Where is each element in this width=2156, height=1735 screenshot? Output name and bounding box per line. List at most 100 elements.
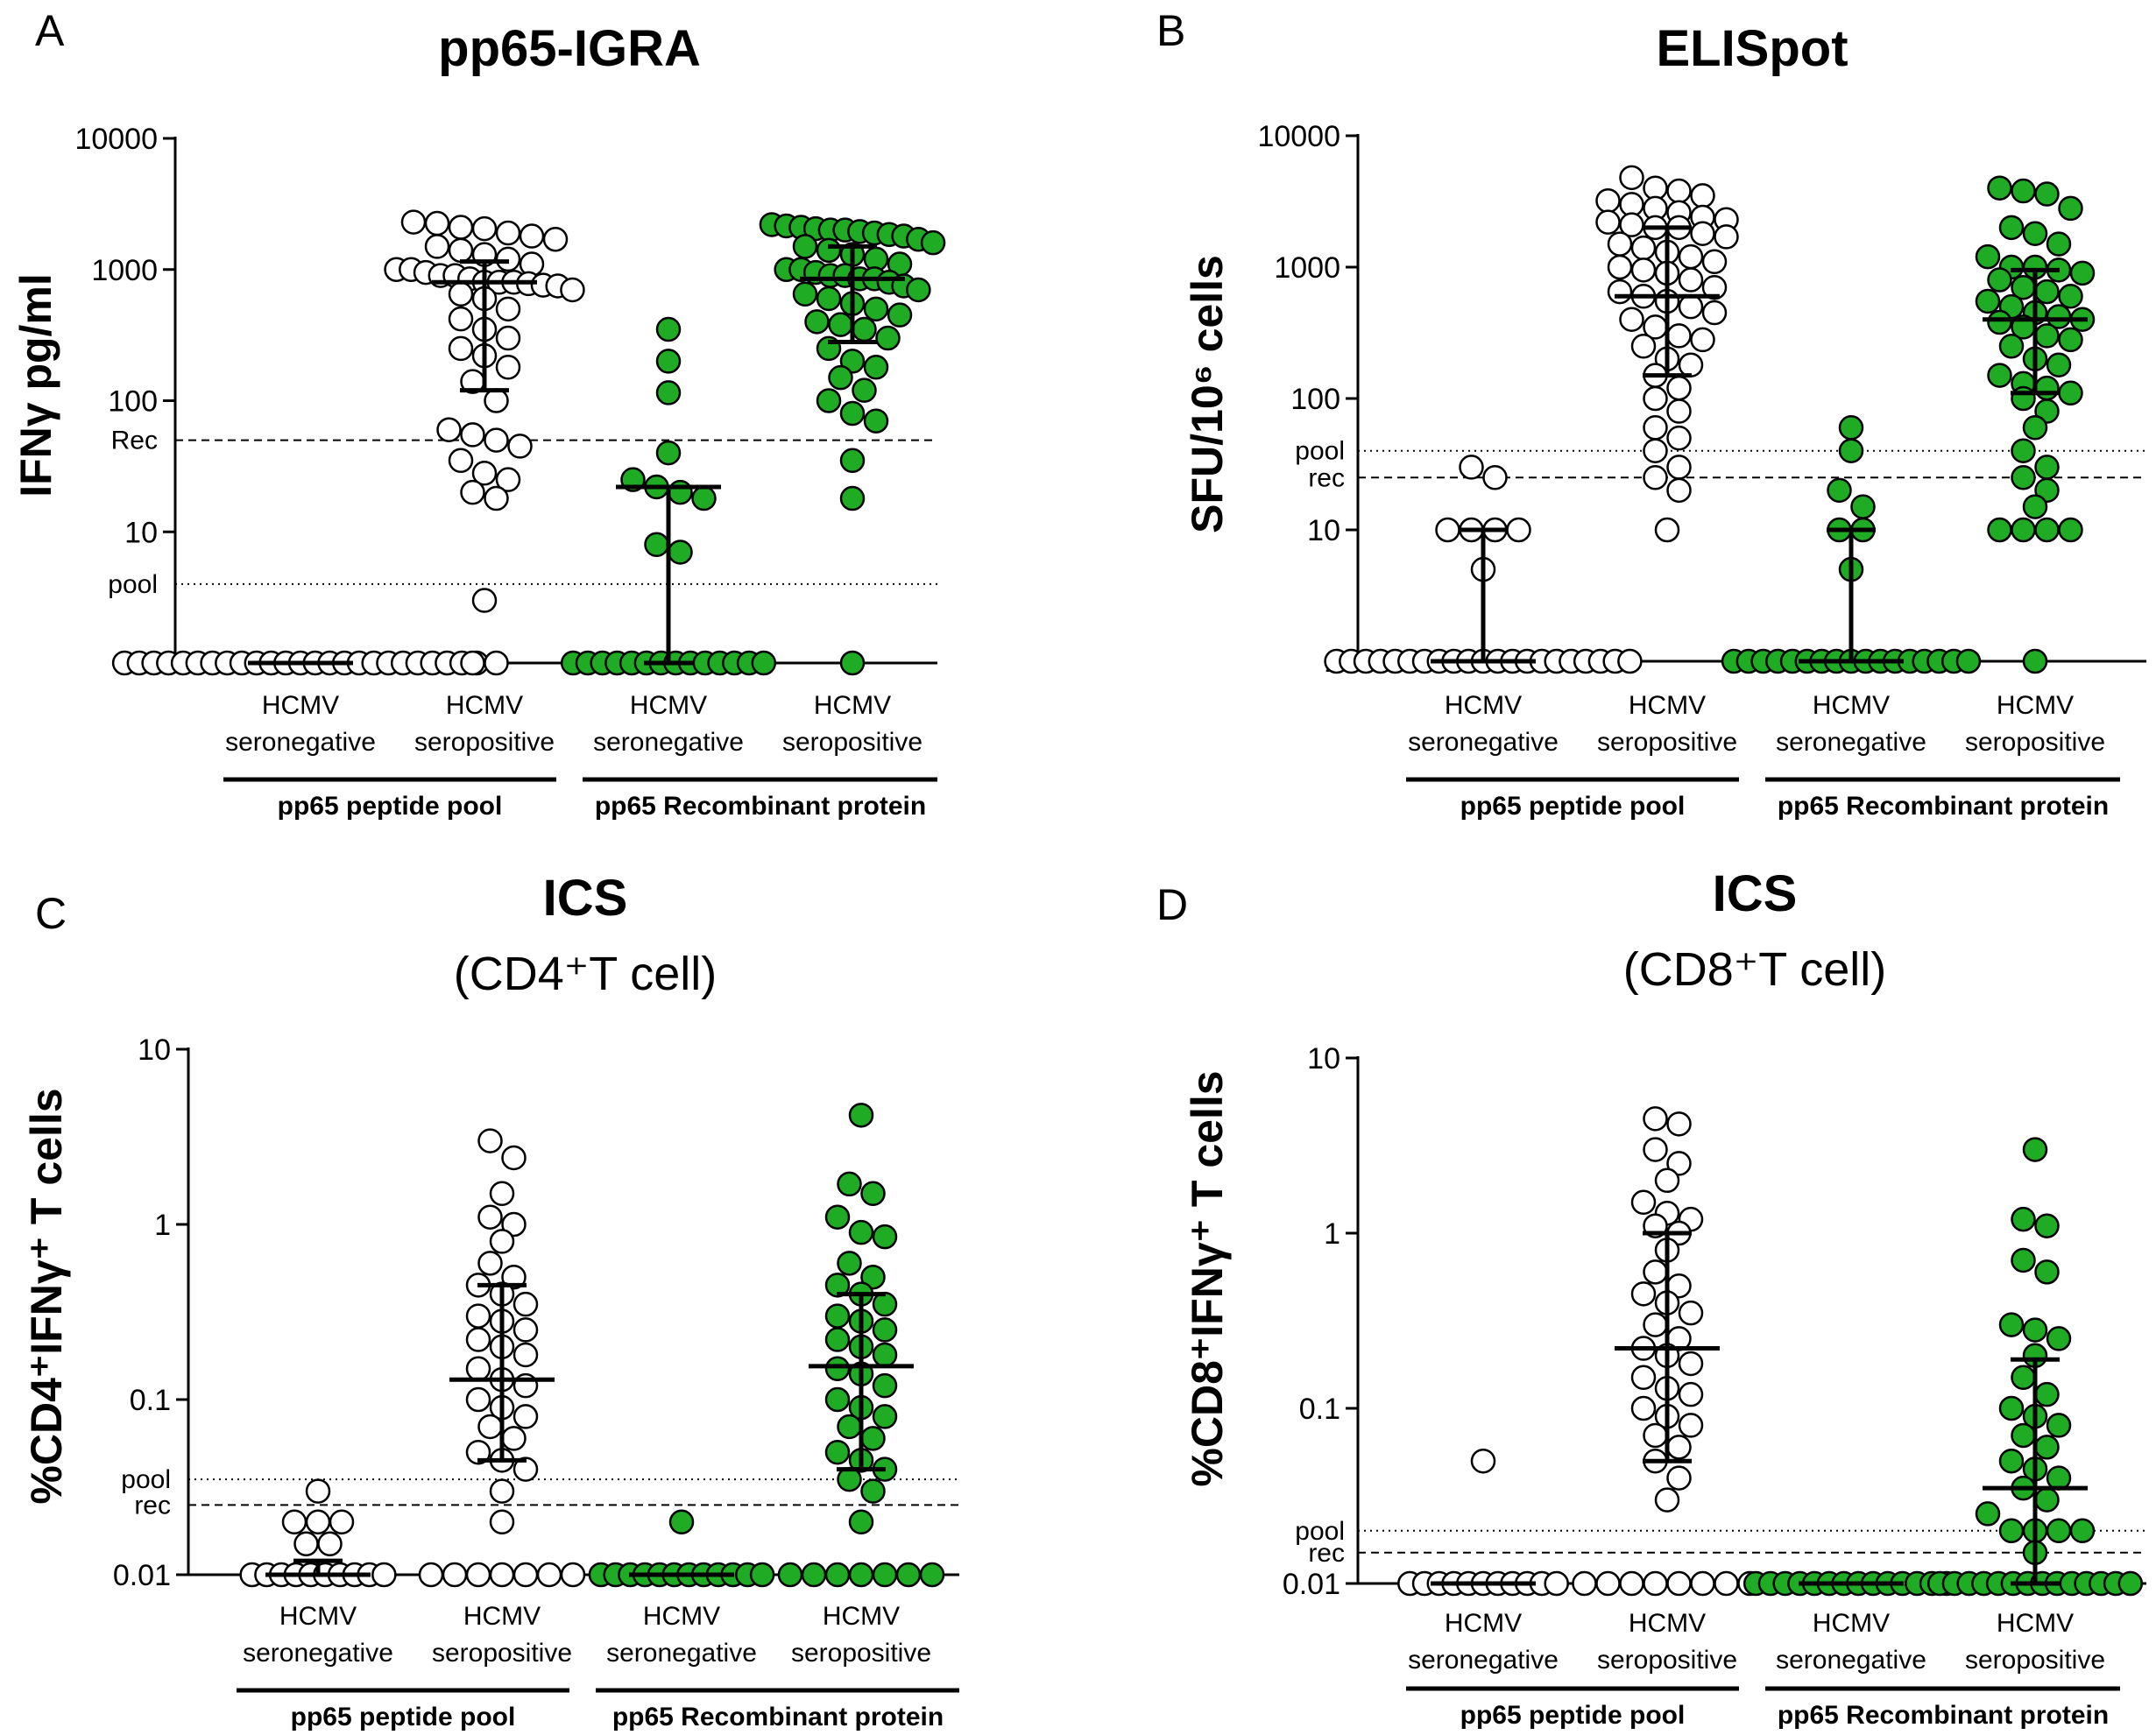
- panel-c-data-point: [848, 1219, 874, 1245]
- panel-a-category-label: HCMV seronegative: [593, 691, 744, 757]
- panel-a-data-point: [668, 479, 693, 505]
- panel-b-data-point: [1701, 249, 1728, 275]
- panel-d-data-point: [1654, 1167, 1680, 1194]
- panel-d-data-point: [2034, 1381, 2060, 1407]
- panel-a-data-point: [448, 281, 474, 307]
- panel-c-data-point: [293, 1531, 319, 1557]
- panel-a-data-point: [792, 234, 818, 259]
- panel-a-data-point: [471, 588, 498, 613]
- panel-d-data-point: [1630, 1189, 1657, 1216]
- panel-d-data-point: [1690, 1570, 1715, 1597]
- panel-b-data-point: [1482, 465, 1508, 490]
- panel-d-y-tick-label: 0.01: [1283, 1568, 1340, 1601]
- panel-c-data-point: [501, 1426, 527, 1451]
- panel-b-y-tick-label: 1000: [1274, 251, 1340, 285]
- panel-b-data-point: [1666, 375, 1692, 401]
- panel-b-y-tick-label: 100: [1290, 383, 1340, 416]
- panel-d-category-label: HCMV seropositive: [1597, 1609, 1737, 1675]
- panel-c-y-tick-label: 0.01: [113, 1559, 171, 1592]
- panel-a-data-point: [448, 448, 474, 474]
- panel-b-data-point: [1987, 267, 2012, 293]
- panel-b-threshold-label: pool: [1295, 437, 1345, 466]
- panel-b-data-point: [1987, 363, 2012, 388]
- panel-b-data-point: [1690, 221, 1715, 246]
- panel-b-data-point: [2034, 323, 2060, 349]
- panel-c-data-point: [860, 1478, 886, 1504]
- panel-c-threshold-label: rec: [134, 1491, 171, 1520]
- panel-d-data-point: [1544, 1570, 1569, 1597]
- panel-a-y-tick-label: 1000: [91, 254, 158, 287]
- panel-b-data-point: [1678, 293, 1704, 320]
- panel-d-group-label: pp65 Recombinant protein: [1778, 1701, 2109, 1730]
- panel-label-d: D: [1156, 880, 1188, 929]
- panel-c-data-point: [477, 1414, 503, 1440]
- panel-a-data-point: [852, 377, 877, 403]
- panel-a-data-point: [839, 485, 866, 511]
- panel-d-data-point: [1678, 1300, 1704, 1326]
- panel-c-data-point: [465, 1386, 491, 1413]
- panel-c-data-point: [872, 1404, 898, 1429]
- panel-b-data-point: [1459, 455, 1484, 480]
- panel-b-data-point: [1975, 288, 2001, 314]
- panel-a-data-point: [484, 388, 509, 413]
- panel-a-group-label: pp65 peptide pool: [278, 792, 503, 821]
- panel-a-data-point: [655, 349, 682, 374]
- panel-c-data-point: [512, 1317, 539, 1343]
- panel-c-data-point: [837, 1414, 862, 1440]
- panel-a-data-point: [906, 277, 931, 303]
- panel-c-data-point: [465, 1439, 491, 1465]
- panel-d-data-point: [1998, 1395, 2025, 1421]
- panel-d-data-point: [2046, 1326, 2072, 1351]
- panel-b-data-point: [2058, 517, 2083, 543]
- panel-b-data-point: [1619, 212, 1644, 237]
- panel-c-subtitle: (CD4⁺T cell): [454, 948, 717, 1000]
- panel-b-data-point: [2034, 375, 2060, 401]
- panel-c-y-tick-label: 10: [138, 1033, 171, 1067]
- panel-b-data-point: [2034, 279, 2060, 305]
- panel-b-data-point: [2022, 648, 2048, 674]
- panel-c-y-tick-label: 1: [154, 1209, 171, 1242]
- panel-b-data-point: [2046, 352, 2072, 377]
- panel-d-data-point: [2034, 1213, 2060, 1238]
- panel-d-data-point: [1643, 1259, 1668, 1285]
- panel-b-group-label: pp65 peptide pool: [1460, 792, 1686, 821]
- panel-c-data-point: [777, 1562, 803, 1588]
- panel-c-data-point: [919, 1562, 945, 1588]
- panel-d-data-point: [1714, 1570, 1739, 1597]
- panel-a-data-point: [655, 440, 682, 466]
- panel-c-data-point: [512, 1562, 539, 1588]
- panel-d-data-point: [2046, 1518, 2072, 1544]
- panel-b-data-point: [2046, 231, 2072, 257]
- panel-d-title: ICS: [1713, 865, 1798, 922]
- panel-c-category-label: HCMV seropositive: [432, 1602, 572, 1668]
- panel-label-a: A: [35, 6, 65, 55]
- panel-b-data-point: [2069, 260, 2096, 286]
- panel-d-data-point: [1470, 1448, 1496, 1474]
- panel-d-data-point: [1998, 1518, 2025, 1544]
- panel-c-data-point: [501, 1145, 527, 1171]
- panel-b-y-axis-label: SFU/10⁶ cells: [1183, 255, 1232, 533]
- panel-d-y-axis-label: %CD8⁺IFNγ⁺ T cells: [1183, 1070, 1232, 1486]
- panel-b-data-point: [1690, 183, 1715, 208]
- panel-a-data-point: [644, 532, 669, 558]
- panel-b-data-point: [1987, 309, 2012, 335]
- panel-c-data-point: [512, 1456, 539, 1482]
- panel-c-data-point: [749, 1562, 775, 1588]
- panel-a-title: pp65-IGRA: [438, 20, 701, 77]
- panel-a-data-point: [448, 335, 474, 362]
- panel-b-data-point: [1607, 279, 1633, 305]
- panel-a-threshold-label: Rec: [111, 427, 158, 455]
- panel-a-data-point: [460, 479, 485, 505]
- panel-c-data-point: [872, 1372, 898, 1399]
- panel-c-data-point: [329, 1509, 355, 1535]
- panel-b-data-point: [1643, 415, 1668, 441]
- panel-a-data-point: [887, 302, 913, 328]
- panel-c-data-point: [824, 1439, 851, 1465]
- panel-c-group-label: pp65 Recombinant protein: [612, 1703, 944, 1731]
- panel-c-data-point: [489, 1509, 515, 1535]
- panel-a-group-label: pp65 Recombinant protein: [595, 792, 926, 821]
- panel-b-data-point: [2058, 380, 2083, 406]
- panel-c-data-point: [824, 1562, 851, 1588]
- panel-b-data-point: [1678, 243, 1704, 270]
